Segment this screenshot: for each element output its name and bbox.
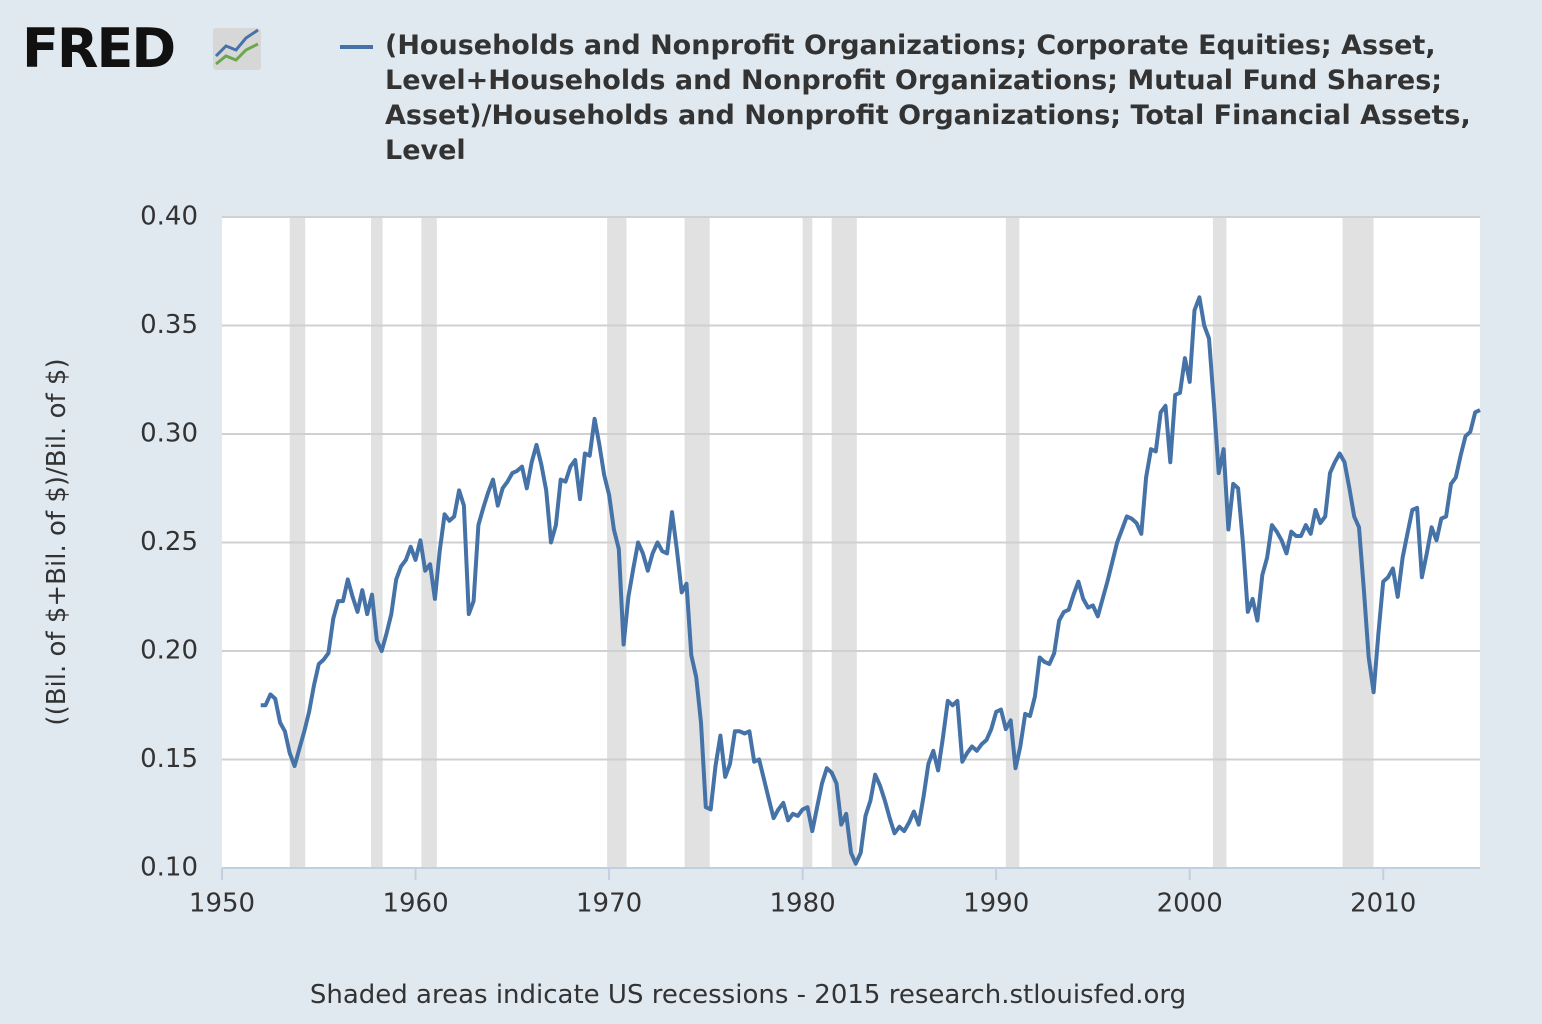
legend-label: (Households and Nonprofit Organizations;…	[385, 30, 1471, 166]
logo-icon	[213, 28, 261, 70]
y-tick-label: 0.25	[140, 527, 198, 557]
logo: FRED	[22, 17, 174, 80]
x-tick-label: 1950	[189, 889, 255, 919]
y-tick-label: 0.35	[140, 310, 198, 340]
y-tick-label: 0.10	[140, 853, 198, 883]
y-tick-label: 0.20	[140, 636, 198, 666]
footer: Shaded areas indicate US recessions - 20…	[310, 980, 1186, 1010]
x-tick-label: 2010	[1350, 889, 1416, 919]
x-tick-label: 2000	[1157, 889, 1223, 919]
y-tick-label: 0.40	[140, 202, 198, 232]
y-axis-label: ((Bil. of $+Bil. of $)/Bil. of $)	[42, 358, 72, 725]
series-line	[260, 295, 1481, 866]
x-tick-label: 1960	[382, 889, 448, 919]
x-tick-label: 1980	[770, 889, 836, 919]
y-tick-label: 0.30	[140, 419, 198, 449]
y-tick-label: 0.15	[140, 744, 198, 774]
x-tick-label: 1990	[963, 889, 1029, 919]
x-tick-label: 1970	[576, 889, 642, 919]
